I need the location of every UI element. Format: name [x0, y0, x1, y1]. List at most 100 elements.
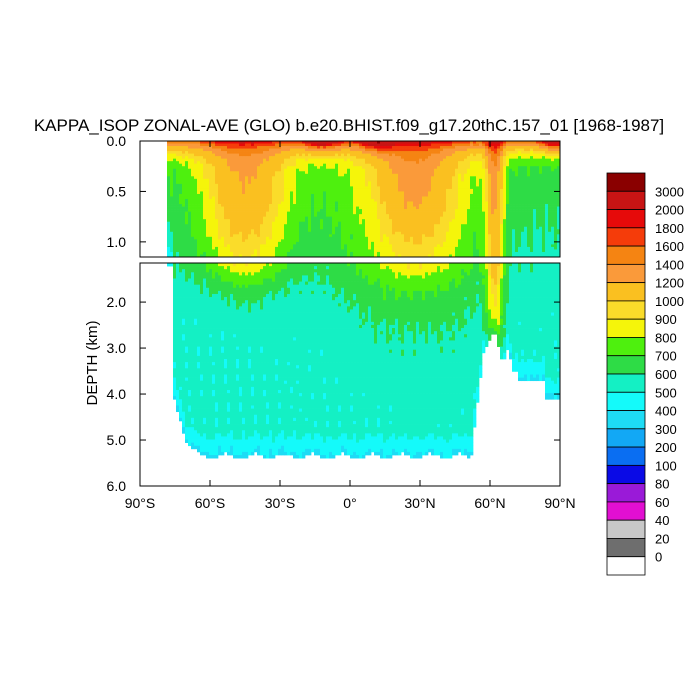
field-cell	[362, 251, 366, 255]
field-cell	[479, 211, 483, 215]
field-cell	[242, 239, 246, 243]
field-cell	[227, 231, 231, 235]
field-cell	[350, 204, 354, 207]
field-cell	[251, 216, 255, 220]
field-cell	[347, 176, 351, 180]
field-cell	[428, 141, 432, 144]
field-cell	[464, 219, 468, 223]
field-cell	[356, 224, 360, 228]
field-cell	[464, 191, 468, 195]
field-cell	[290, 214, 294, 217]
field-cell	[206, 141, 210, 144]
field-cell	[254, 166, 258, 170]
field-cell	[191, 171, 195, 175]
field-cell	[245, 239, 249, 243]
field-cell	[263, 186, 267, 190]
field-cell	[239, 201, 243, 205]
field-cell	[206, 156, 210, 159]
field-cell	[446, 206, 450, 210]
field-cell	[206, 148, 210, 152]
field-cell	[263, 251, 267, 255]
field-cell	[458, 226, 462, 230]
field-cell	[269, 246, 273, 250]
field-cell	[476, 153, 480, 157]
field-cell	[404, 229, 408, 233]
field-cell	[410, 181, 414, 185]
field-cell	[404, 193, 408, 197]
field-cell	[188, 158, 192, 162]
field-cell	[227, 201, 231, 205]
field-cell	[305, 246, 309, 250]
field-cell	[293, 234, 297, 238]
field-cell	[194, 186, 198, 190]
field-cell	[413, 221, 417, 225]
field-cell	[410, 216, 414, 220]
field-cell	[230, 249, 234, 253]
field-cell	[242, 226, 246, 230]
field-cell	[305, 181, 309, 185]
field-cell	[386, 188, 390, 192]
field-cell	[407, 146, 411, 149]
field-cell	[383, 199, 387, 202]
field-cell	[488, 219, 492, 223]
field-cell	[200, 211, 204, 215]
field-cell	[347, 241, 351, 245]
field-cell	[326, 156, 330, 159]
field-cell	[467, 251, 471, 255]
field-cell	[416, 234, 420, 238]
field-cell	[386, 148, 390, 152]
field-cell	[338, 153, 342, 157]
field-cell	[236, 199, 240, 202]
field-cell	[308, 146, 312, 149]
field-cell	[440, 226, 444, 230]
field-cell	[404, 171, 408, 175]
field-cell	[293, 251, 297, 255]
field-cell	[239, 214, 243, 217]
field-cell	[173, 153, 177, 157]
field-cell	[197, 234, 201, 238]
field-cell	[461, 186, 465, 190]
field-cell	[206, 201, 210, 205]
field-cell	[476, 214, 480, 217]
field-cell	[371, 178, 375, 182]
field-cell	[302, 166, 306, 170]
field-cell	[419, 229, 423, 233]
field-cell	[353, 254, 357, 258]
field-cell	[215, 229, 219, 233]
field-cell	[212, 199, 216, 202]
field-cell	[434, 229, 438, 233]
field-cell	[470, 186, 474, 190]
field-cell	[392, 181, 396, 185]
field-cell	[368, 249, 372, 253]
field-cell	[308, 161, 312, 165]
field-cell	[443, 166, 447, 170]
field-cell	[350, 234, 354, 238]
field-cell	[191, 251, 195, 255]
field-cell	[197, 176, 201, 180]
field-cell	[431, 204, 435, 207]
field-cell	[260, 188, 264, 192]
field-cell	[239, 168, 243, 172]
field-cell	[368, 156, 372, 159]
field-cell	[242, 156, 246, 159]
field-cell	[224, 209, 228, 212]
field-cell	[335, 206, 339, 210]
field-cell	[302, 239, 306, 243]
field-cell	[488, 251, 492, 255]
field-cell	[320, 204, 324, 207]
field-cell	[314, 176, 318, 180]
field-cell	[323, 163, 327, 167]
field-cell	[377, 158, 381, 162]
field-cell	[419, 206, 423, 210]
field-cell	[308, 176, 312, 180]
field-cell	[302, 231, 306, 235]
field-cell	[176, 163, 180, 167]
field-cell	[476, 244, 480, 248]
field-cell	[302, 219, 306, 223]
field-cell	[341, 211, 345, 215]
field-cell	[284, 191, 288, 195]
field-cell	[416, 148, 420, 152]
field-cell	[371, 166, 375, 170]
field-cell	[395, 168, 399, 172]
field-cell	[413, 168, 417, 172]
